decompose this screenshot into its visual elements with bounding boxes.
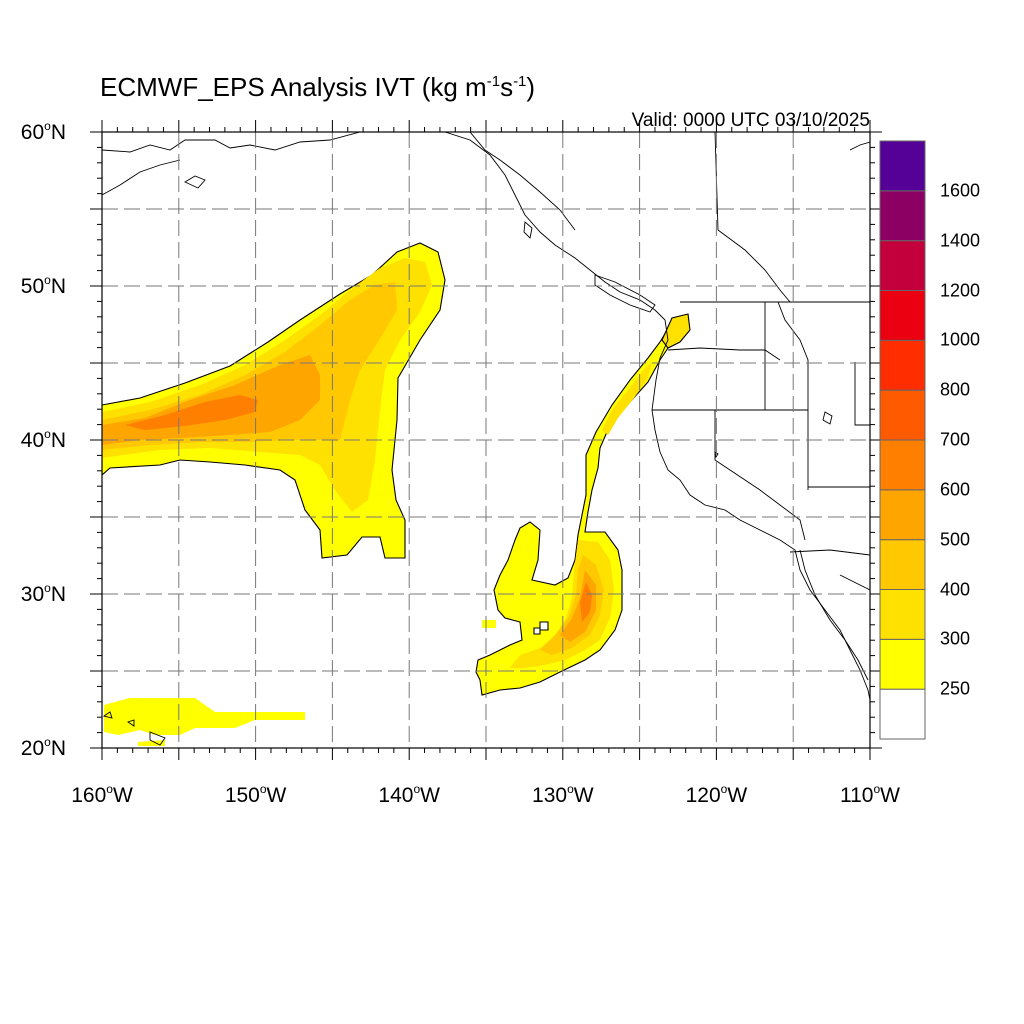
utah-wyoming-border — [854, 362, 870, 426]
hawaii-islands — [102, 711, 166, 746]
ar-subtropical-hole — [539, 621, 549, 631]
colorbar-swatch — [879, 290, 926, 341]
mexico-state-border — [839, 574, 870, 591]
colorbar-swatch — [879, 190, 926, 242]
lat-label: 50oN — [20, 273, 66, 298]
lat-label: 30oN — [20, 581, 66, 606]
colorbar-tick-label: 1000 — [940, 329, 981, 350]
kodiak-coastline — [184, 175, 206, 189]
us-mexico-border — [789, 549, 870, 556]
lon-label: 120oW — [685, 782, 748, 807]
map-frame — [101, 131, 871, 749]
coastlines — [102, 132, 870, 746]
colorbar-tick-label: 800 — [940, 379, 971, 400]
lon-label: 140oW — [378, 782, 440, 807]
haida-gwaii-coastline — [523, 221, 533, 239]
colorbar-tick-label: 250 — [940, 678, 971, 699]
colorbar-swatch — [879, 240, 926, 292]
us-west-coastline — [651, 319, 870, 701]
idaho-montana-border — [777, 301, 809, 410]
political-borders — [469, 132, 870, 591]
ar-subtropical-hole — [533, 627, 541, 635]
lat-label: 60oN — [20, 119, 66, 144]
colorbar-swatch — [879, 140, 926, 192]
colorbar-swatch — [879, 688, 926, 740]
colorbar-swatch — [879, 589, 926, 640]
ar-subtropical-600 — [580, 582, 592, 622]
ar-north-pacific-600 — [125, 395, 258, 430]
map-gridlines — [102, 132, 870, 748]
washington-oregon-border — [667, 347, 781, 361]
colorbar-tick-label: 300 — [940, 628, 971, 649]
map-ticks — [90, 120, 882, 760]
baja-coastline — [799, 549, 869, 681]
alaska-coastline — [102, 132, 361, 153]
lon-label: 110oW — [840, 782, 900, 807]
colorbar-tick-label: 600 — [940, 479, 971, 500]
alaska-peninsula-coastline — [102, 159, 181, 196]
colorbar — [879, 140, 926, 740]
ar-pnw-coastal — [661, 313, 691, 349]
colorbar-tick-label: 700 — [940, 429, 971, 450]
valid-time-label: Valid: 0000 UTC 03/10/2025 — [631, 110, 870, 131]
bc-alaska-panhandle-coastline — [444, 132, 666, 321]
colorbar-tick-label: 1600 — [940, 180, 981, 201]
lat-label: 40oN — [20, 427, 66, 452]
lon-label: 160oW — [71, 782, 133, 807]
colorbar-swatch — [879, 339, 926, 391]
colorbar-tick-label: 400 — [940, 579, 971, 599]
lat-label: 20oN — [20, 735, 66, 760]
hudson-coast — [849, 141, 870, 151]
colorbar-swatch — [879, 389, 926, 441]
colorbar-tick-label: 1400 — [940, 230, 981, 251]
bc-alberta-border — [714, 132, 791, 303]
colorbar-tick-label: 500 — [940, 529, 971, 550]
colorbar-swatch — [879, 539, 926, 591]
colorbar-swatch — [879, 489, 926, 541]
lon-label: 130oW — [532, 782, 594, 807]
ivt-shading — [102, 242, 691, 746]
figure-title: ECMWF_EPS Analysis IVT (kg m-1s-1) — [100, 72, 536, 102]
great-salt-lake — [822, 411, 833, 425]
lon-label: 150oW — [224, 782, 287, 807]
alaska-canada-border — [469, 132, 576, 231]
colorbar-tick-label: 1200 — [940, 280, 981, 300]
colorbar-swatch — [879, 439, 926, 491]
colorbar-swatch — [879, 638, 926, 690]
hawaii-plume — [104, 698, 305, 735]
california-nevada-border — [714, 410, 806, 541]
ar-subtropical-blob — [482, 620, 496, 628]
